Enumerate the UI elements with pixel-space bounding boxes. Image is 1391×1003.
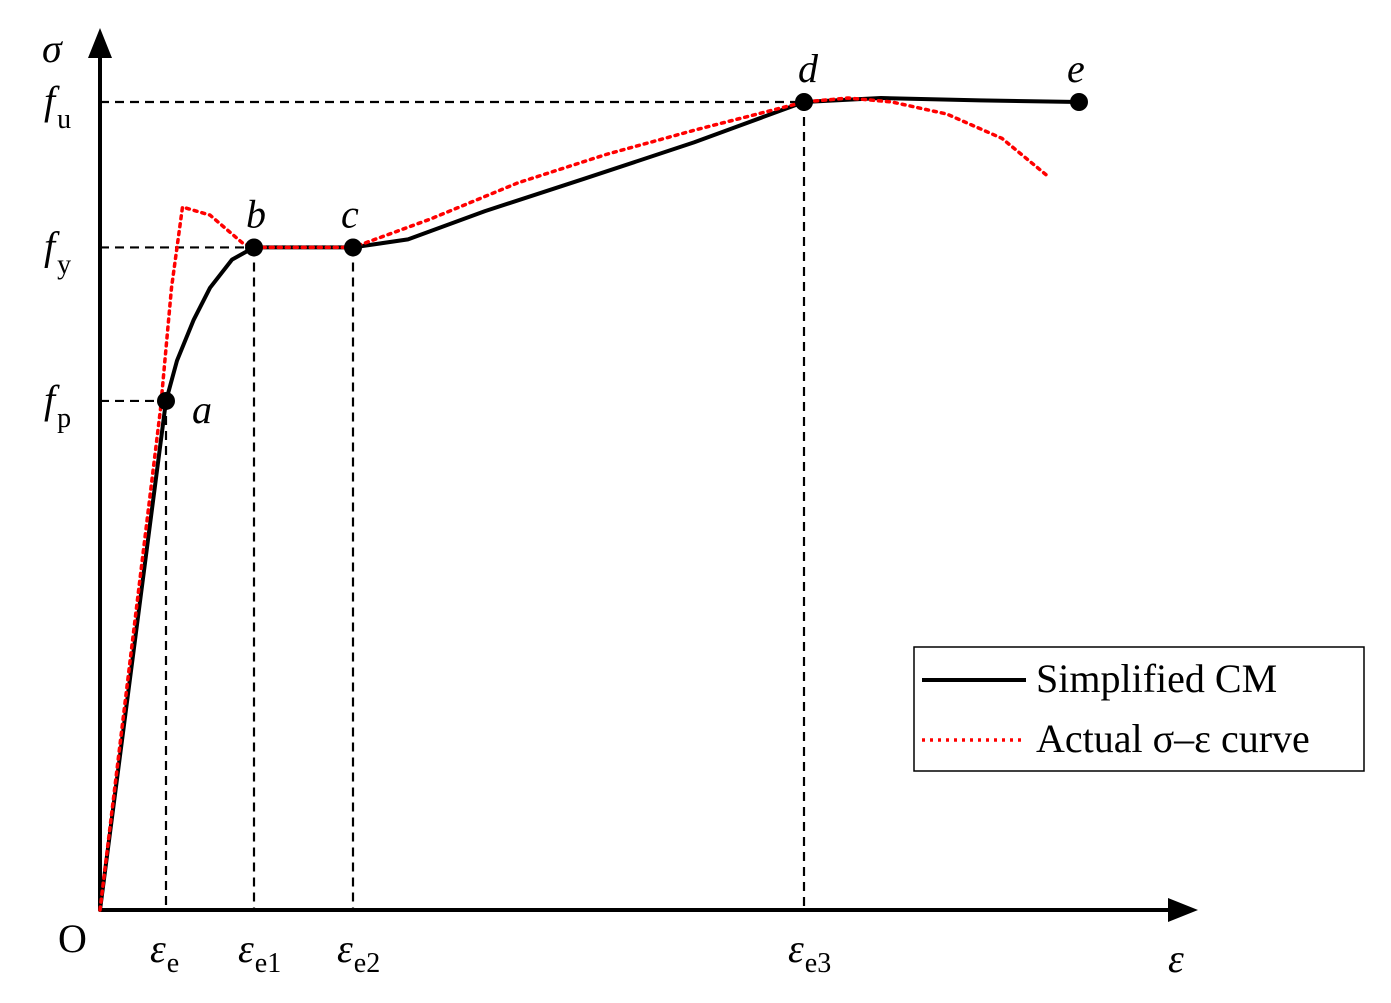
key-point-d xyxy=(795,93,813,111)
key-point-a xyxy=(157,391,175,410)
x-tick-label-e3: εe3 xyxy=(788,926,831,979)
key-point-c xyxy=(344,238,362,257)
y-axis-arrow xyxy=(88,28,112,58)
origin-label: O xyxy=(58,916,87,961)
legend: Simplified CM Actual σ–ε curve xyxy=(913,646,1365,772)
legend-label-actual: Actual σ–ε curve xyxy=(1036,716,1310,761)
x-tick-label-e1: εe1 xyxy=(238,926,281,979)
y-tick-labels: fp fy fu xyxy=(44,78,71,434)
key-point-e xyxy=(1070,93,1088,111)
axes xyxy=(88,28,1198,922)
y-tick-label-u: fu xyxy=(44,78,71,135)
series-layer xyxy=(98,96,1081,912)
y-axis-label: σ xyxy=(42,26,63,71)
key-point-b xyxy=(245,238,263,257)
y-tick-label-p: fp xyxy=(44,377,71,434)
key-point-label-d: d xyxy=(798,46,819,91)
legend-label-simplified: Simplified CM xyxy=(1036,656,1277,701)
key-point-label-b: b xyxy=(246,191,266,236)
legend-box xyxy=(913,646,1365,772)
key-point-label-a: a xyxy=(192,387,212,432)
y-tick-label-y: fy xyxy=(44,223,71,280)
key-point-label-e: e xyxy=(1067,46,1085,91)
x-axis-arrow xyxy=(1168,898,1198,922)
key-points-layer: a b c d e xyxy=(157,46,1088,432)
series-line-actual-curve xyxy=(98,96,1048,912)
x-tick-label-e: εe xyxy=(150,926,179,979)
x-axis-label: ε xyxy=(1168,936,1184,981)
key-point-label-c: c xyxy=(341,191,359,236)
x-tick-label-e2: εe2 xyxy=(337,926,380,979)
x-tick-labels: εe εe1 εe2 εe3 xyxy=(150,926,831,979)
